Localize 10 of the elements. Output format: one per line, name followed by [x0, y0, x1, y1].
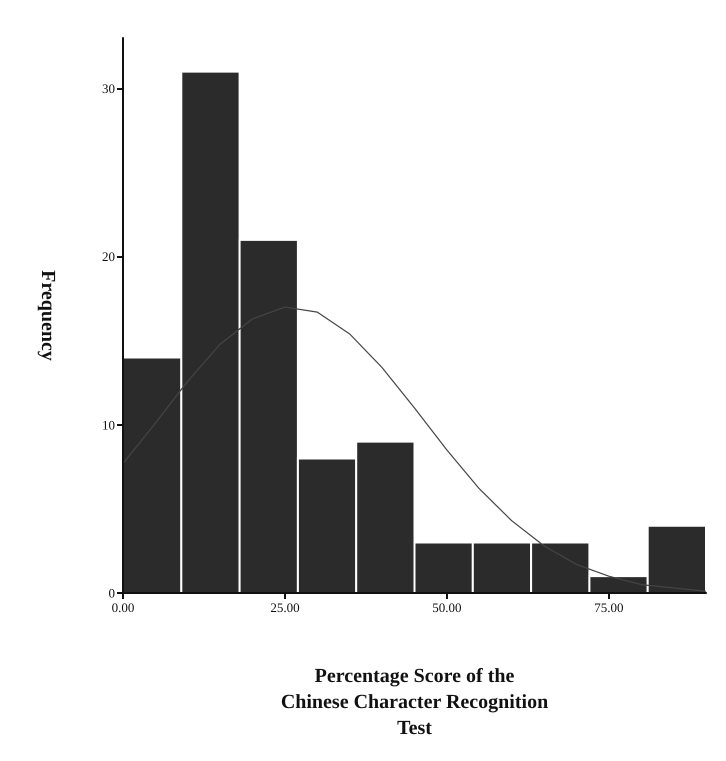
x-tick-label: 25.00 — [270, 600, 300, 615]
y-axis-title: Frequency — [37, 270, 59, 361]
y-tick-label: 20 — [102, 249, 115, 264]
x-tick-label: 0.00 — [112, 600, 134, 615]
y-tick-label: 10 — [102, 417, 115, 432]
x-tick-label: 75.00 — [594, 600, 624, 615]
x-axis-title: Percentage Score of the Chinese Character Recognition Test — [280, 665, 548, 739]
y-tick-label: 30 — [102, 80, 115, 96]
x-tick-label: 50.00 — [432, 600, 462, 615]
y-tick-label: 0 — [108, 586, 115, 600]
